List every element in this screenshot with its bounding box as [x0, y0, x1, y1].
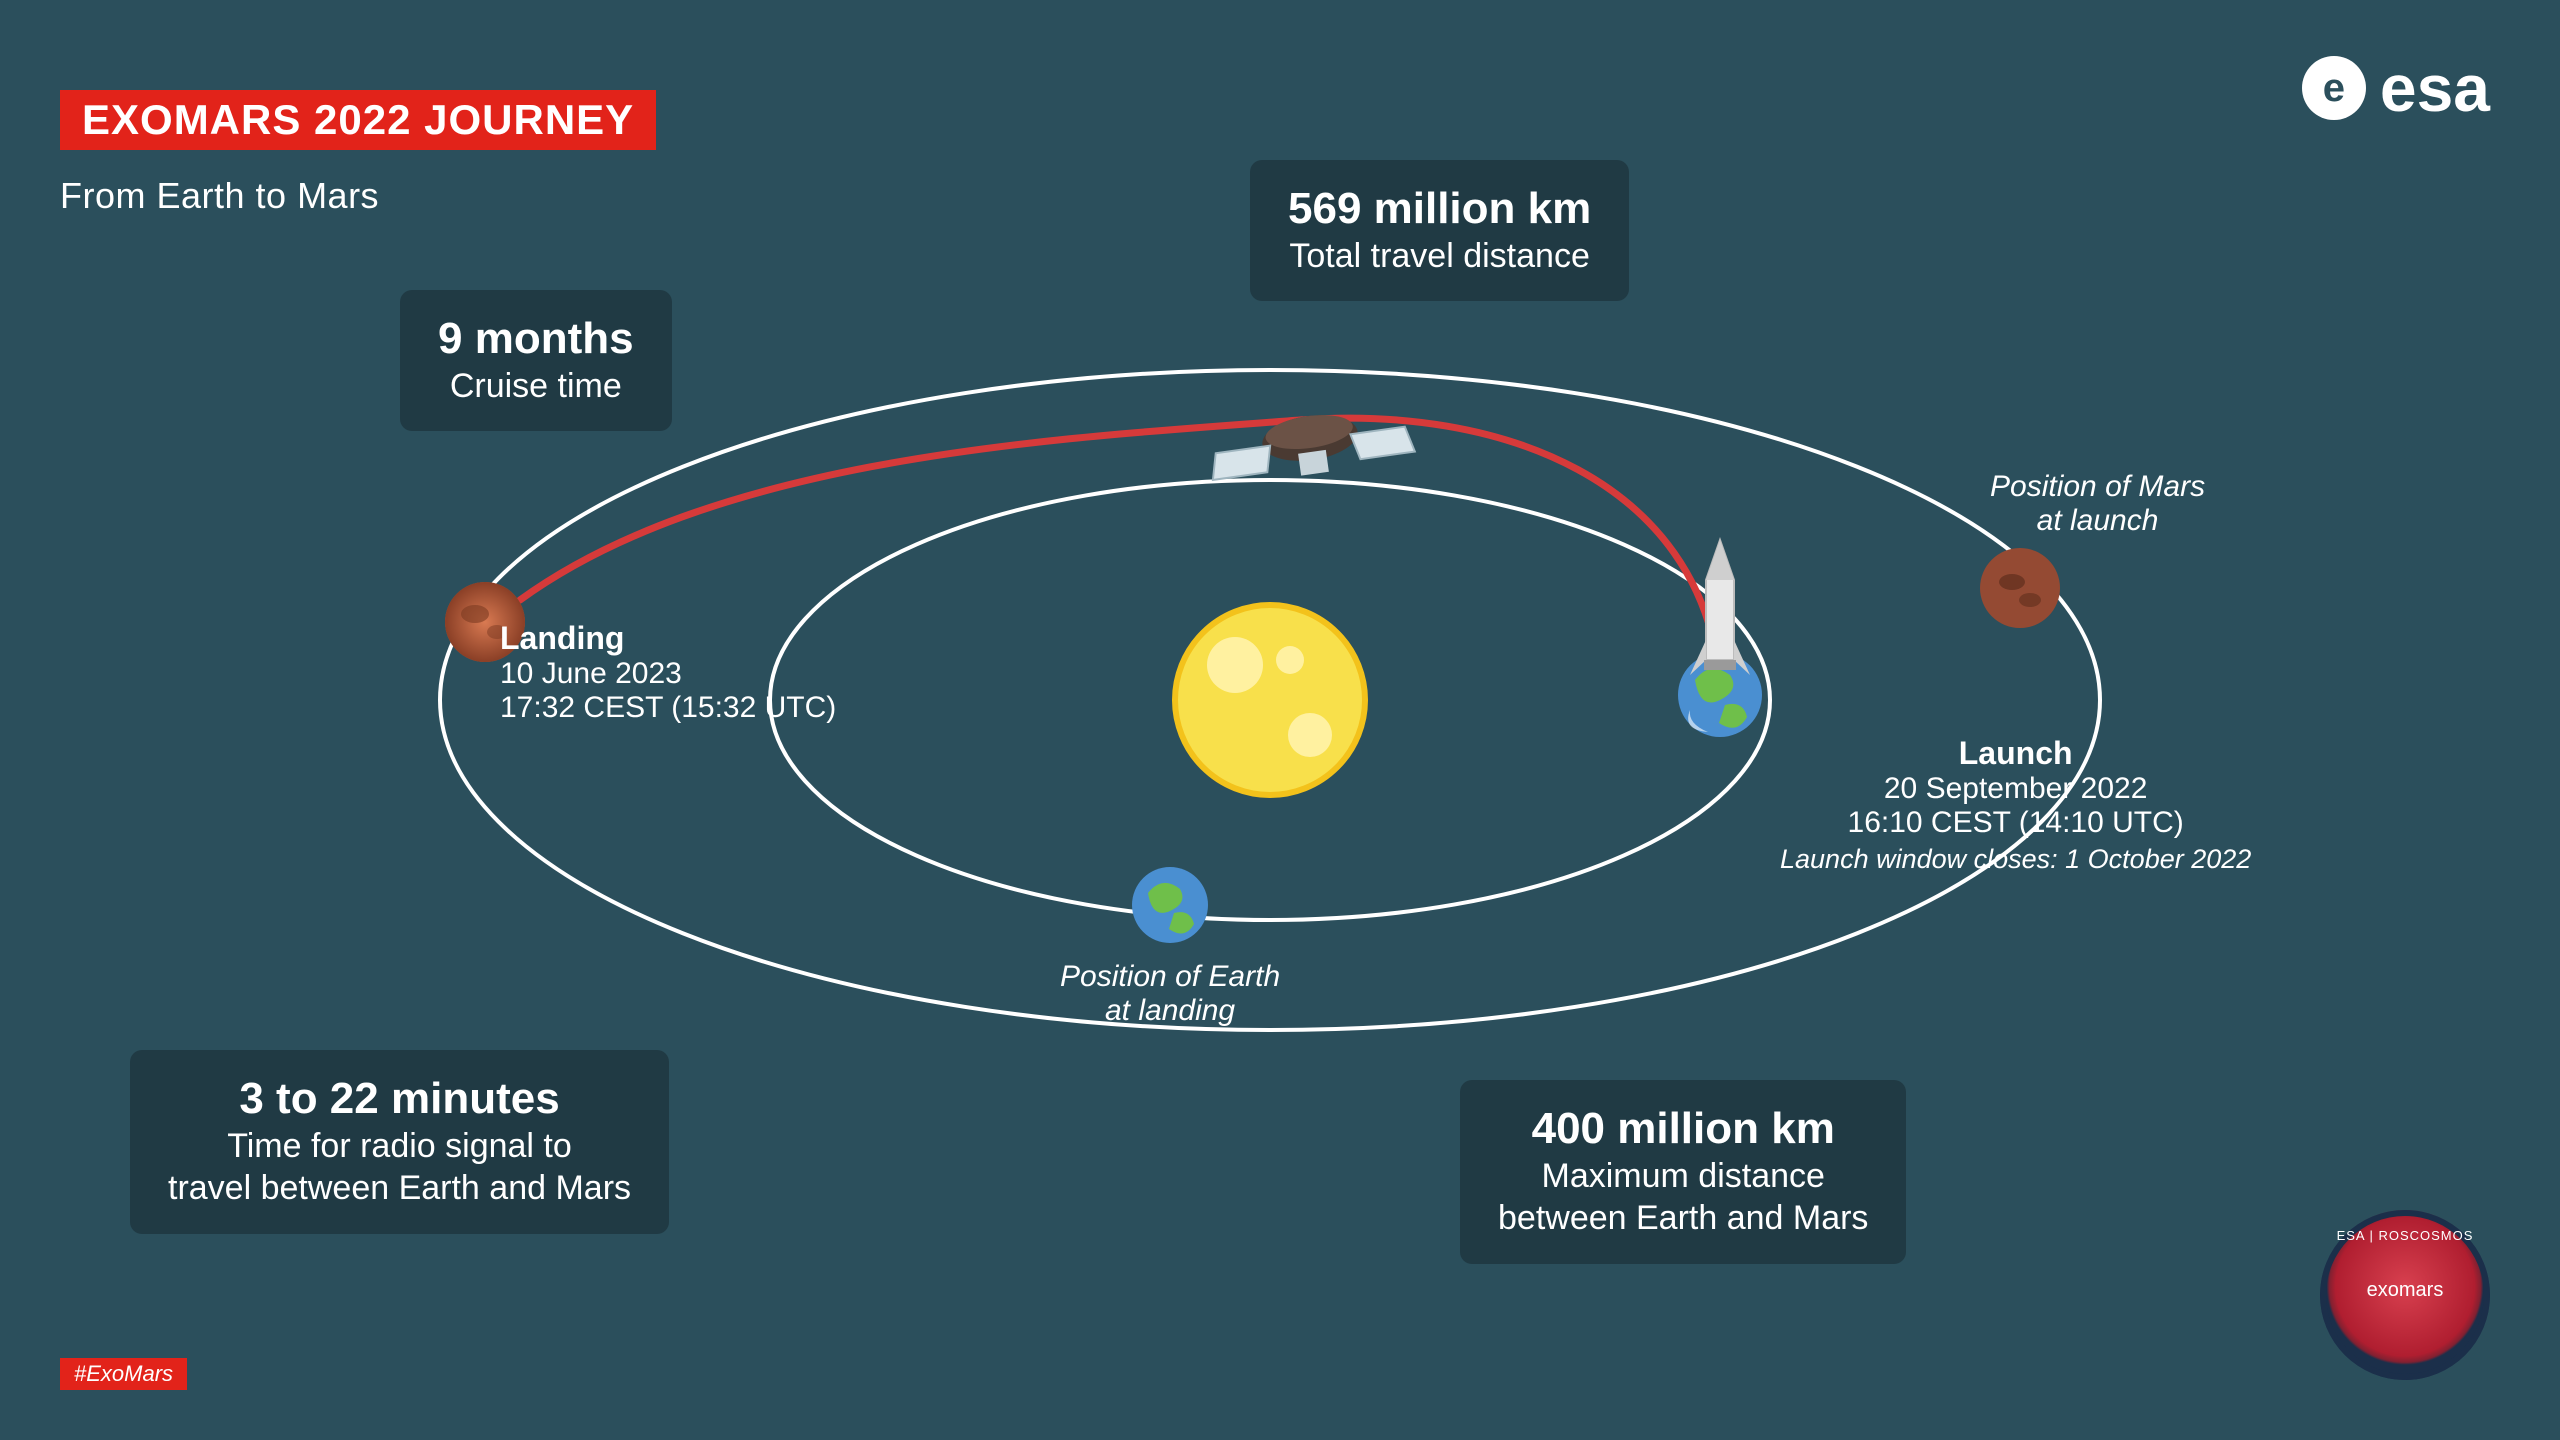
signal-time-box: 3 to 22 minutes Time for radio signal to…: [130, 1050, 669, 1234]
landing-label: Landing 10 June 2023 17:32 CEST (15:32 U…: [500, 620, 836, 725]
total-distance-box: 569 million km Total travel distance: [1250, 160, 1629, 301]
sun-icon: [1175, 605, 1365, 795]
cruise-time-label: Cruise time: [438, 365, 634, 408]
max-distance-value: 400 million km: [1498, 1104, 1868, 1155]
earth-at-landing-line2: at landing: [1105, 994, 1235, 1027]
esa-logo-text: esa: [2380, 50, 2490, 126]
spacecraft-icon: [1206, 402, 1416, 488]
earth-at-landing-label: Position of Earth at landing: [1060, 960, 1280, 1028]
landing-date: 10 June 2023: [500, 657, 682, 690]
mars-at-launch-line2: at launch: [2037, 504, 2159, 537]
badge-top: ESA | ROSCOSMOS: [2337, 1228, 2474, 1243]
earth-landing-icon: [1132, 867, 1208, 943]
mission-badge: ESA | ROSCOSMOS exomars: [2320, 1210, 2490, 1380]
hashtag-text: #ExoMars: [74, 1361, 173, 1386]
badge-name: exomars: [2367, 1279, 2444, 1302]
cruise-time-value: 9 months: [438, 314, 634, 365]
total-distance-label: Total travel distance: [1288, 235, 1591, 278]
landing-time: 17:32 CEST (15:32 UTC): [500, 691, 836, 724]
launch-label: Launch 20 September 2022 16:10 CEST (14:…: [1780, 735, 2251, 875]
rocket-icon: [1690, 540, 1750, 675]
cruise-time-box: 9 months Cruise time: [400, 290, 672, 431]
title-chip: EXOMARS 2022 JOURNEY: [60, 90, 656, 150]
max-distance-box: 400 million km Maximum distance between …: [1460, 1080, 1906, 1264]
subtitle-text: From Earth to Mars: [60, 175, 379, 217]
launch-window: Launch window closes: 1 October 2022: [1780, 844, 2251, 875]
landing-title: Landing: [500, 620, 836, 657]
earth-at-landing-line1: Position of Earth: [1060, 960, 1280, 993]
mars-at-launch-icon: [1980, 548, 2060, 628]
total-distance-value: 569 million km: [1288, 184, 1591, 235]
mars-at-launch-label: Position of Mars at launch: [1990, 470, 2205, 538]
launch-date: 20 September 2022: [1884, 772, 2148, 805]
launch-time: 16:10 CEST (14:10 UTC): [1848, 806, 2184, 839]
title-text: EXOMARS 2022 JOURNEY: [82, 96, 634, 143]
mars-at-launch-line1: Position of Mars: [1990, 470, 2205, 503]
signal-time-label: Time for radio signal to travel between …: [168, 1125, 631, 1210]
hashtag-chip: #ExoMars: [60, 1358, 187, 1390]
esa-logo: e esa: [2302, 50, 2490, 126]
launch-title: Launch: [1780, 735, 2251, 772]
max-distance-label: Maximum distance between Earth and Mars: [1498, 1155, 1868, 1240]
signal-time-value: 3 to 22 minutes: [168, 1074, 631, 1125]
esa-logo-mark: e: [2302, 56, 2366, 120]
